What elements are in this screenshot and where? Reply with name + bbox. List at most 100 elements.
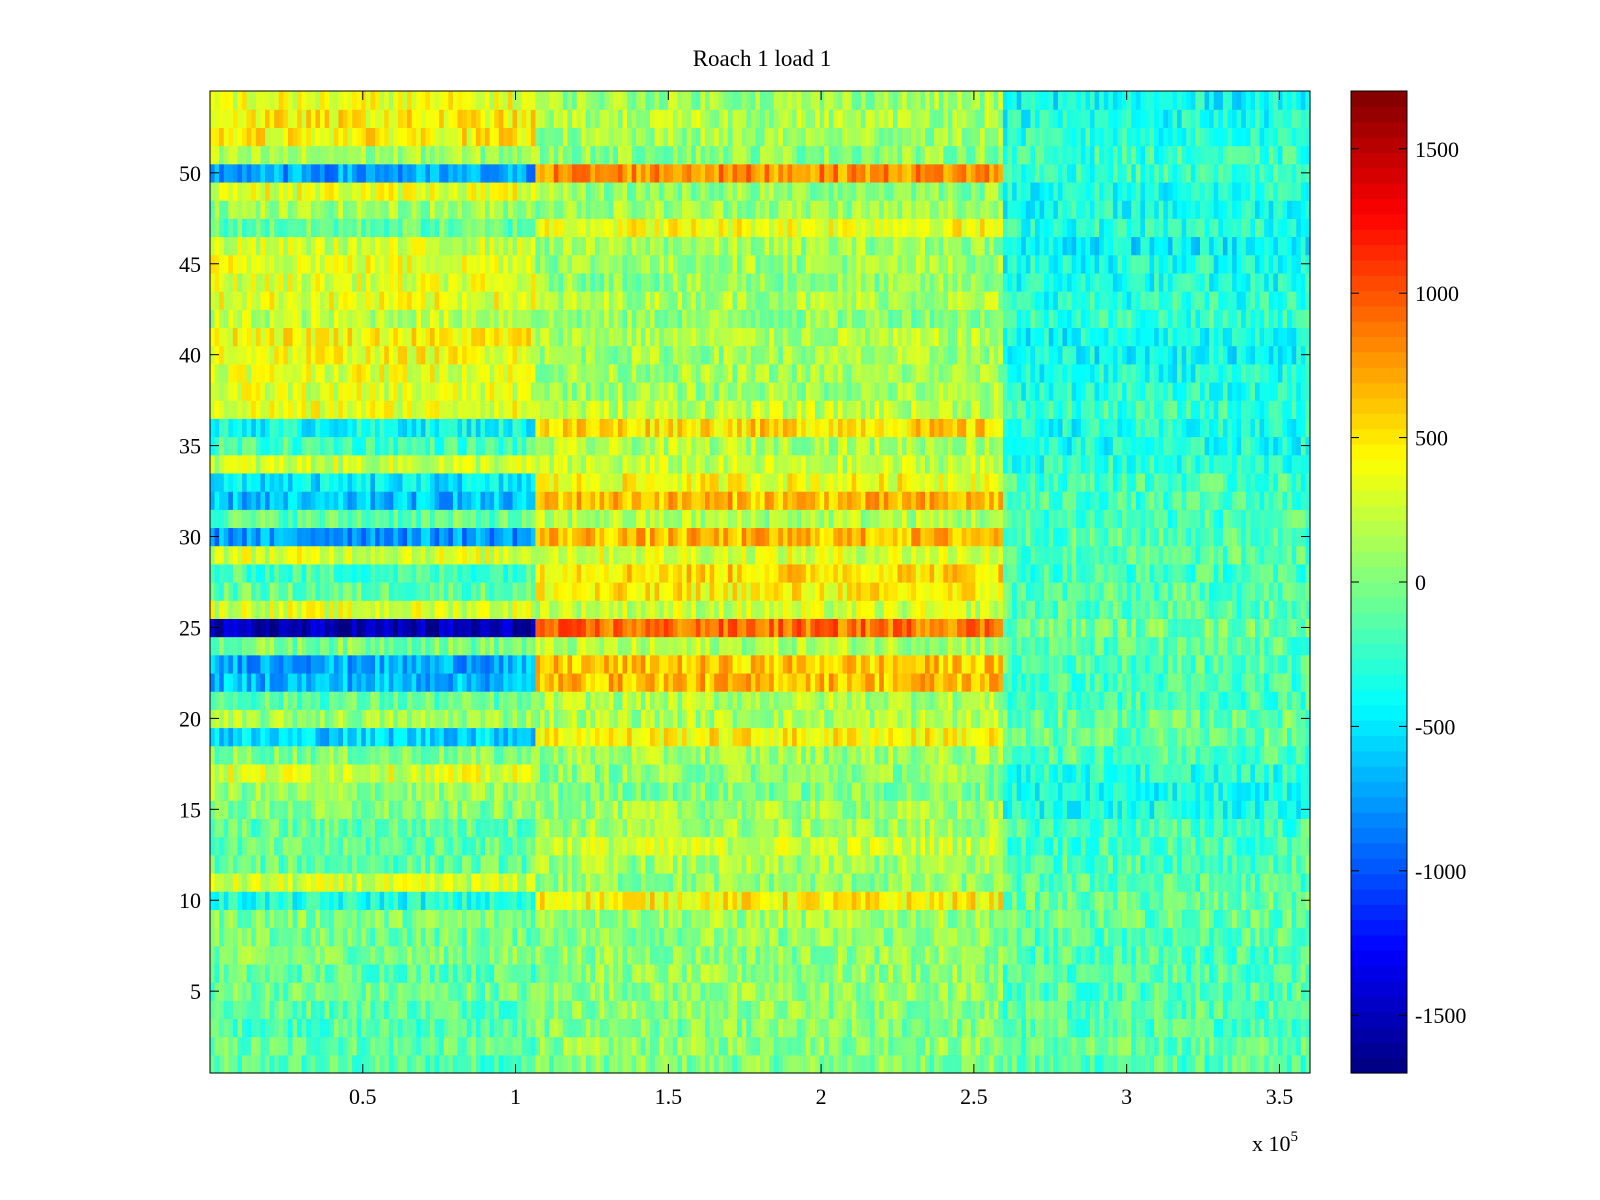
heatmap-cell (782, 709, 789, 729)
heatmap-cell (1062, 927, 1068, 947)
heatmap-cell (1158, 1018, 1164, 1038)
heatmap-cell (604, 727, 610, 747)
heatmap-cell (265, 1036, 271, 1056)
heatmap-cell (636, 1036, 642, 1056)
heatmap-cell (1158, 1036, 1164, 1056)
heatmap-cell (416, 709, 422, 729)
heatmap-cell (269, 709, 275, 729)
heatmap-cell (251, 691, 257, 710)
heatmap-cell (608, 1054, 614, 1074)
heatmap-cell (471, 1018, 477, 1038)
heatmap-cell (915, 909, 922, 929)
heatmap-cell (287, 872, 294, 892)
heatmap-cell (1245, 945, 1252, 965)
heatmap-cell (1021, 763, 1027, 783)
heatmap-cell (1305, 963, 1311, 983)
heatmap-cell (448, 872, 454, 892)
heatmap-cell (219, 745, 225, 765)
heatmap-cell (342, 818, 349, 838)
heatmap-cell (242, 836, 248, 856)
heatmap-cell (833, 1036, 839, 1056)
heatmap-cell (1076, 709, 1082, 729)
heatmap-cell (1296, 927, 1302, 947)
heatmap-cell (741, 1000, 747, 1020)
heatmap-cell (1296, 782, 1302, 801)
heatmap-cell (342, 782, 349, 801)
heatmap-cell (558, 709, 564, 729)
heatmap-cell (475, 818, 482, 838)
heatmap-cell (920, 1018, 926, 1038)
heatmap-cell (1172, 1036, 1178, 1056)
heatmap-cell (1227, 1036, 1233, 1056)
heatmap-cell (1241, 982, 1247, 1001)
heatmap-cell (622, 782, 628, 801)
heatmap-cell (521, 982, 527, 1001)
heatmap-cell (769, 982, 775, 1001)
heatmap-cell (1131, 818, 1137, 838)
heatmap-cell (388, 854, 394, 874)
heatmap-cell (480, 909, 486, 929)
heatmap-cell (906, 909, 912, 929)
heatmap-cell (1016, 982, 1022, 1001)
heatmap-cell (732, 872, 738, 892)
heatmap-cell (705, 1018, 711, 1038)
heatmap-cell (1149, 945, 1155, 965)
heatmap-cell (975, 709, 981, 729)
heatmap-cell (755, 1054, 761, 1074)
heatmap-cell (1135, 909, 1142, 929)
heatmap-cell (1126, 1018, 1132, 1038)
heatmap-cell (970, 1036, 977, 1056)
heatmap-cell (581, 872, 587, 892)
heatmap-cell (1227, 927, 1233, 947)
heatmap-cell (535, 727, 541, 747)
heatmap-cell (1071, 727, 1077, 747)
heatmap-cell (842, 745, 848, 765)
heatmap-cell (920, 691, 926, 710)
heatmap-cell (805, 763, 812, 783)
heatmap-cell (961, 963, 967, 983)
heatmap-cell (1145, 836, 1151, 856)
heatmap-cell (310, 836, 317, 856)
heatmap-cell (989, 963, 995, 983)
heatmap-cell (393, 854, 399, 874)
heatmap-cell (572, 945, 578, 965)
heatmap-cell (448, 909, 454, 929)
heatmap-cell (320, 1018, 326, 1038)
heatmap-cell (356, 963, 362, 983)
heatmap-cell (283, 872, 289, 892)
heatmap-cell (952, 1018, 958, 1038)
heatmap-cell (320, 763, 326, 783)
heatmap-cell (562, 782, 569, 801)
heatmap-cell (782, 982, 789, 1001)
heatmap-cell (370, 782, 376, 801)
heatmap-cell (219, 1000, 225, 1020)
heatmap-cell (251, 727, 257, 747)
heatmap-cell (911, 727, 917, 747)
heatmap-cell (1062, 745, 1068, 765)
heatmap-cell (677, 872, 683, 892)
heatmap-cell (576, 691, 582, 710)
heatmap-cell (1103, 745, 1109, 765)
heatmap-cell (448, 818, 454, 838)
heatmap-cell (471, 891, 477, 910)
heatmap-cell (732, 763, 738, 783)
heatmap-cell (365, 909, 372, 929)
heatmap-cell (1002, 909, 1009, 929)
heatmap-cell (480, 963, 486, 983)
heatmap-cell (1213, 745, 1219, 765)
heatmap-cell (402, 1018, 408, 1038)
heatmap-cell (471, 818, 477, 838)
heatmap-cell (984, 982, 990, 1001)
heatmap-row (210, 763, 1311, 783)
heatmap-cell (526, 709, 532, 729)
heatmap-cell (1126, 709, 1132, 729)
heatmap-cell (801, 745, 807, 765)
heatmap-cell (576, 763, 582, 783)
heatmap-cell (993, 872, 999, 892)
heatmap-cell (503, 836, 509, 856)
heatmap-cell (792, 836, 798, 856)
heatmap-cell (640, 891, 647, 910)
heatmap-cell (741, 909, 747, 929)
heatmap-cell (1200, 1000, 1206, 1020)
heatmap-cell (769, 945, 775, 965)
